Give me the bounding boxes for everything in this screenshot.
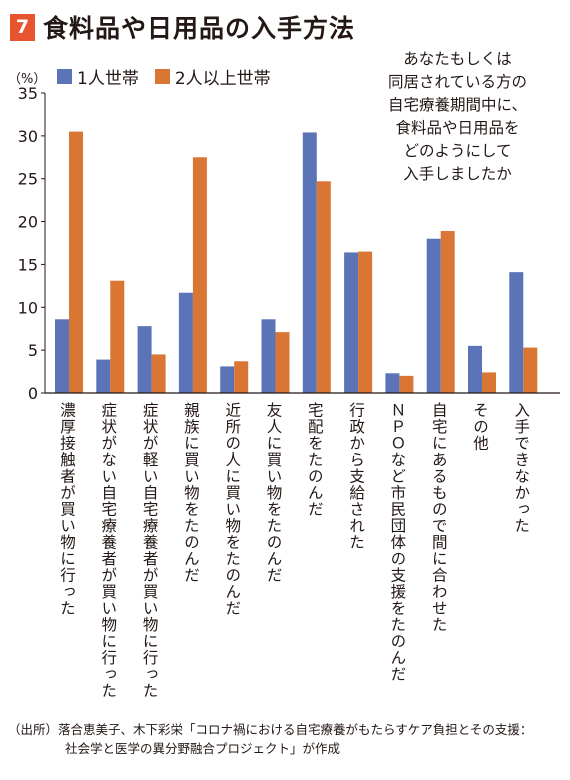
bar-multi	[399, 375, 414, 393]
category-label: 近所の人に買い物をたのんだ	[223, 402, 242, 617]
y-tick-label: 10	[18, 298, 38, 317]
source-note: （出所）落合恵美子、木下彩栄「コロナ禍における自宅療養がもたらすケア負担とその支…	[8, 720, 566, 758]
legend-item-single: 1人世帯	[57, 64, 139, 89]
category-label: 友人に買い物をたのんだ	[264, 402, 283, 584]
source-line-2: 社会学と医学の異分野融合プロジェクト」が作成	[65, 741, 341, 756]
question-line: 自宅療養期間中に、	[387, 96, 528, 114]
bar-single	[344, 252, 359, 393]
y-tick-label: 30	[18, 127, 38, 146]
bar-single	[261, 319, 276, 393]
bar-multi	[275, 332, 290, 393]
bar-multi	[234, 361, 249, 393]
bar-single	[468, 345, 482, 393]
legend-item-multi: 2人以上世帯	[154, 64, 271, 89]
category-label: 親族に買い物をたのんだ	[181, 402, 200, 584]
bar-single	[55, 319, 69, 393]
bar-multi	[192, 157, 207, 393]
y-tick-label: 5	[28, 341, 38, 360]
chart-title: 食料品や日用品の入手方法	[43, 14, 356, 43]
category-label: その他	[471, 402, 489, 452]
legend: 1人世帯 2人以上世帯	[57, 64, 287, 89]
chart-number-badge: 7	[10, 13, 35, 41]
bar-single	[137, 326, 152, 393]
survey-question: あなたもしくは 同居されている方の 自宅療養期間中に、 食料品や日用品を どのよ…	[350, 48, 565, 186]
bar-single	[96, 359, 111, 393]
category-label: ＮＰＯなど市民団体の支援をたのんだ	[388, 402, 407, 683]
bar-multi	[358, 251, 373, 393]
y-tick-label: 25	[18, 170, 38, 189]
bar-single	[426, 238, 441, 393]
category-label: 症状が軽い自宅療養者が買い物に行った	[140, 402, 159, 699]
bar-single	[509, 272, 524, 393]
bar-chart: 0 5 10 15 20 25 30 35	[18, 84, 560, 400]
bar-single	[385, 373, 400, 393]
chart-header: 7 食料品や日用品の入手方法	[10, 10, 355, 44]
y-tick-label: 35	[18, 84, 38, 103]
question-line: 同居されている方の	[387, 73, 528, 91]
question-line: 入手しましたか	[403, 165, 512, 183]
y-tick-label: 0	[28, 384, 38, 400]
category-label: 自宅にあるもので間に合わせた	[429, 402, 448, 633]
y-tick-label: 15	[18, 255, 38, 274]
legend-swatch-single	[57, 69, 72, 84]
y-axis-unit-label: （%）	[8, 72, 47, 87]
y-tick-label: 20	[18, 213, 38, 232]
category-label: 行政から支給された	[347, 402, 366, 551]
legend-label-single: 1人世帯	[77, 69, 139, 89]
bar-multi	[316, 181, 331, 393]
bar-multi	[440, 231, 455, 393]
bar-single	[178, 292, 193, 393]
category-label: 入手できなかった	[512, 402, 531, 534]
bar-multi	[482, 372, 496, 393]
bar-multi	[151, 354, 166, 393]
question-line: 食料品や日用品を	[395, 119, 520, 137]
bar-multi	[523, 347, 538, 393]
question-line: どのようにして	[403, 142, 512, 160]
category-label: 症状がない自宅療養者が買い物に行った	[99, 402, 118, 699]
bar-single	[302, 132, 317, 393]
question-line: あなたもしくは	[403, 50, 512, 68]
bar-multi	[110, 280, 125, 393]
bar-single	[220, 366, 235, 393]
source-line-1: （出所）落合恵美子、木下彩栄「コロナ禍における自宅療養がもたらすケア負担とその支…	[8, 722, 533, 737]
category-label: 宅配をたのんだ	[305, 402, 324, 518]
category-label: 濃厚接触者が買い物に行った	[58, 402, 76, 617]
bar-multi	[69, 131, 83, 394]
legend-label-multi: 2人以上世帯	[174, 69, 271, 89]
legend-swatch-multi	[154, 69, 170, 84]
